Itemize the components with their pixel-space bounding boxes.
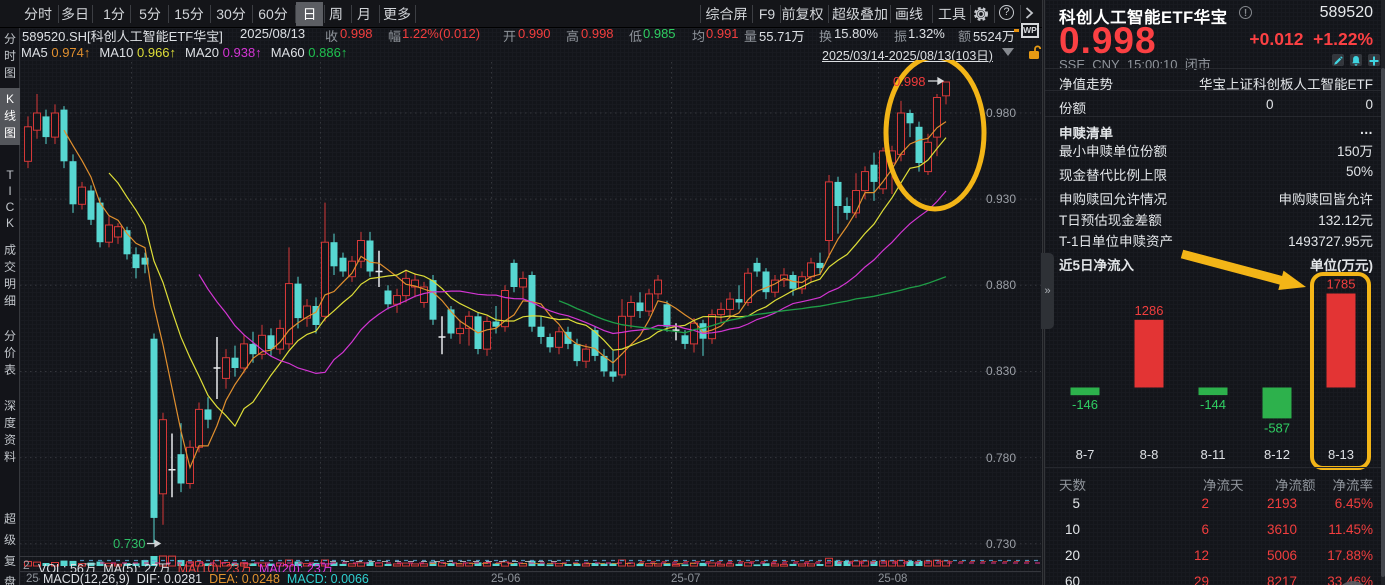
svg-text:1286: 1286 — [1135, 303, 1164, 318]
svg-text:-144: -144 — [1200, 397, 1226, 412]
svg-text:8-11: 8-11 — [1200, 447, 1225, 462]
svg-text:0.930: 0.930 — [986, 192, 1016, 206]
svg-text:1785: 1785 — [1327, 277, 1356, 292]
svg-text:-146: -146 — [1072, 397, 1098, 412]
svg-text:8-12: 8-12 — [1264, 447, 1290, 462]
svg-text:0.880: 0.880 — [986, 278, 1016, 292]
svg-text:0.980: 0.980 — [986, 106, 1016, 120]
svg-text:8-7: 8-7 — [1076, 447, 1095, 462]
svg-text:0.730: 0.730 — [113, 536, 146, 551]
svg-text:0.780: 0.780 — [986, 451, 1016, 465]
svg-text:0.998: 0.998 — [893, 74, 926, 89]
svg-text:-587: -587 — [1264, 420, 1290, 435]
svg-text:8-8: 8-8 — [1140, 447, 1159, 462]
svg-text:8-13: 8-13 — [1328, 447, 1354, 462]
svg-text:0.830: 0.830 — [986, 364, 1016, 378]
svg-text:0.730: 0.730 — [986, 537, 1016, 551]
